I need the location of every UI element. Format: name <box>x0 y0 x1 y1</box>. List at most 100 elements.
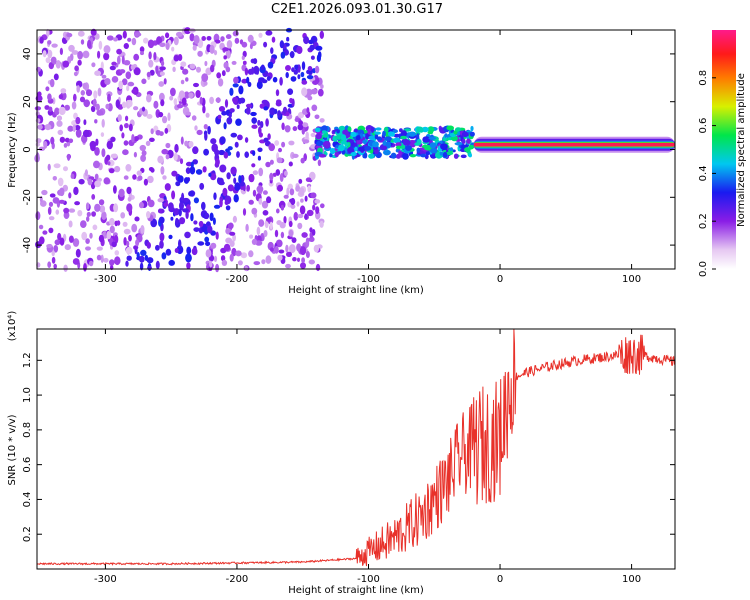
spectrogram-cell <box>75 116 81 125</box>
spectrogram-cell <box>44 105 50 110</box>
spectrogram-cell <box>68 192 72 199</box>
spectrogram-cell <box>399 128 403 133</box>
spectrogram-cell <box>428 136 437 140</box>
spectrogram-cell <box>68 235 74 243</box>
spectrogram-cell <box>139 46 145 53</box>
spectrogram-cell <box>58 106 66 116</box>
spectrogram-cell <box>362 139 368 144</box>
spectrogram-cell <box>310 192 317 199</box>
spectrogram-cell <box>206 36 212 41</box>
spectrogram-cell <box>292 126 298 132</box>
spectrogram-cell <box>227 222 234 230</box>
spectrogram-cell <box>237 134 243 141</box>
spectrogram-cell <box>189 63 196 69</box>
snr-series-line <box>36 328 676 567</box>
spectrogram-cell <box>179 217 186 225</box>
spectrogram-cell <box>199 182 205 190</box>
x-tick-label: -300 <box>94 574 117 585</box>
spectrogram-cell <box>74 65 79 72</box>
spectrogram-cell <box>123 237 127 246</box>
spectrogram-cell <box>267 133 271 140</box>
spectrogram-cell <box>57 115 63 121</box>
spectrogram-cell <box>180 79 185 85</box>
spectrogram-cell <box>314 114 320 120</box>
spectrogram-cell <box>309 44 315 51</box>
spectrogram-cell <box>322 140 331 148</box>
snr-y-axis: 0.2 0.4 0.6 0.8 1.0 1.2 <box>22 352 675 542</box>
spectrogram-cell <box>191 115 197 121</box>
spectrogram-cell <box>51 256 56 264</box>
spectrogram-cell <box>139 201 144 209</box>
spectrogram-cell <box>77 30 85 37</box>
spectrogram-cell <box>286 36 290 42</box>
spectrogram-cell <box>165 32 170 39</box>
y-tick-label: 40 <box>22 48 33 61</box>
spectrogram-cell <box>347 146 355 154</box>
spectrogram-cell <box>208 172 212 177</box>
spectrogram-cell <box>320 203 325 209</box>
spectrogram-cell <box>246 76 250 84</box>
spectrogram-cell <box>258 167 264 177</box>
spectrogram-cell <box>308 236 315 242</box>
spectrogram-cell <box>370 126 375 133</box>
spectrogram-cell <box>281 122 285 131</box>
spectrogram-cell <box>133 53 140 61</box>
y-tick-label: 20 <box>22 95 33 108</box>
spectrogram-cell <box>398 150 402 156</box>
spectrogram-cell <box>138 255 145 263</box>
spectrogram-cell <box>59 47 64 56</box>
spectrogram-cell <box>314 65 320 74</box>
spectrogram-cell <box>310 132 316 138</box>
spectrogram-cell <box>202 105 206 114</box>
spectrogram-cell <box>181 192 185 202</box>
spectrogram-cell <box>44 124 52 131</box>
spectrogram-cell <box>252 150 256 157</box>
spectrogram-cell <box>83 119 87 126</box>
spectrogram-cell <box>131 37 137 46</box>
spectrogram-cell <box>193 82 199 88</box>
spectrogram-cell <box>169 95 174 101</box>
spectrogram-cell <box>91 194 96 200</box>
spectrogram-cell <box>306 209 314 217</box>
spectrogram-cell <box>296 46 303 54</box>
spectrogram-cell <box>300 71 305 78</box>
spectrogram-cell <box>203 81 208 86</box>
spectrogram-cell <box>193 220 198 225</box>
spectrogram-cell <box>155 260 160 269</box>
spectrogram-cell <box>83 263 87 272</box>
spectrogram-cell <box>85 238 90 245</box>
spectrogram-cell <box>153 52 157 61</box>
spectrogram-cell <box>368 153 375 159</box>
spectrogram-cell <box>53 73 59 81</box>
spectrogram-cell <box>147 175 154 184</box>
spectrogram-cell <box>141 78 147 85</box>
spectrogram-cell <box>305 88 313 97</box>
spectrogram-cell <box>269 221 273 230</box>
spectrogram-cell <box>171 46 175 52</box>
colorbar-label: Normalized spectral amplitude <box>736 73 747 227</box>
spectrogram-cell <box>133 136 139 142</box>
spectrogram-cell <box>246 184 251 192</box>
spectrogram-cell <box>41 189 48 196</box>
spectrogram-cell <box>195 169 202 175</box>
spectrogram-cell <box>218 106 226 112</box>
spectrogram-cell <box>159 240 164 249</box>
spectrogram-cell <box>292 153 299 158</box>
spectrogram-cell <box>135 239 140 247</box>
spectrogram-cell <box>230 166 237 175</box>
spectrogram-cell <box>265 217 272 222</box>
spectrogram-cell <box>125 246 133 255</box>
spectrogram-cell <box>405 145 412 151</box>
spectrogram-cell <box>290 76 297 82</box>
colorbar: 0.0 0.2 0.4 0.6 0.8 Normalized spectral ampl… <box>698 30 747 277</box>
spectrogram-cell <box>244 67 249 76</box>
spectrogram-cell <box>265 161 271 168</box>
spectrogram-cell <box>153 100 159 109</box>
x-tick-label: 100 <box>622 274 641 285</box>
spectrogram-cell <box>236 151 240 158</box>
spectrogram-cell <box>127 37 132 42</box>
spectrogram-cell <box>159 92 165 102</box>
spectrogram-cell <box>294 64 299 70</box>
spectrogram-cell <box>344 142 349 146</box>
spectrogram-cell <box>210 173 217 181</box>
